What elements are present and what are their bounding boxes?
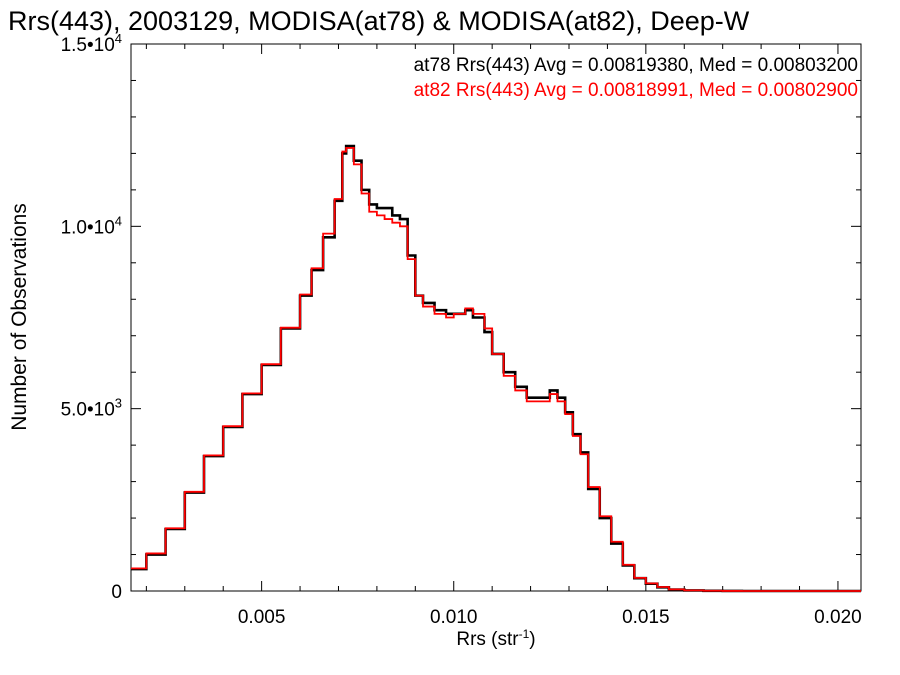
x-tick-label: 0.015 <box>622 607 670 628</box>
y-tick-label: 1.5•104 <box>61 31 122 56</box>
series-line-at78 <box>131 144 861 593</box>
y-axis-label: Number of Observations <box>8 203 31 431</box>
y-tick-label: 5.0•103 <box>61 396 122 421</box>
x-axis-label: Rrs (str-1) <box>456 627 535 650</box>
series-layer <box>131 144 861 593</box>
y-tick-label: 0 <box>111 582 122 603</box>
legend-entry-at78: at78 Rrs(443) Avg = 0.00819380, Med = 0.… <box>414 55 858 76</box>
x-tick-label: 0.010 <box>430 607 478 628</box>
chart-title: Rrs(443), 2003129, MODISA(at78) & MODISA… <box>8 6 750 36</box>
x-tick-label: 0.005 <box>238 607 286 628</box>
axis-ticks: 0.005 0.010 0.015 0.020 0 5.0•103 1.0•104 1.5•1… <box>61 31 862 628</box>
series-line-at82 <box>131 147 861 592</box>
legend-entry-at82: at82 Rrs(443) Avg = 0.00818991, Med = 0.… <box>414 80 858 101</box>
y-tick-label: 1.0•104 <box>61 213 122 238</box>
x-tick-label: 0.020 <box>814 607 862 628</box>
plot-frame <box>130 43 862 592</box>
